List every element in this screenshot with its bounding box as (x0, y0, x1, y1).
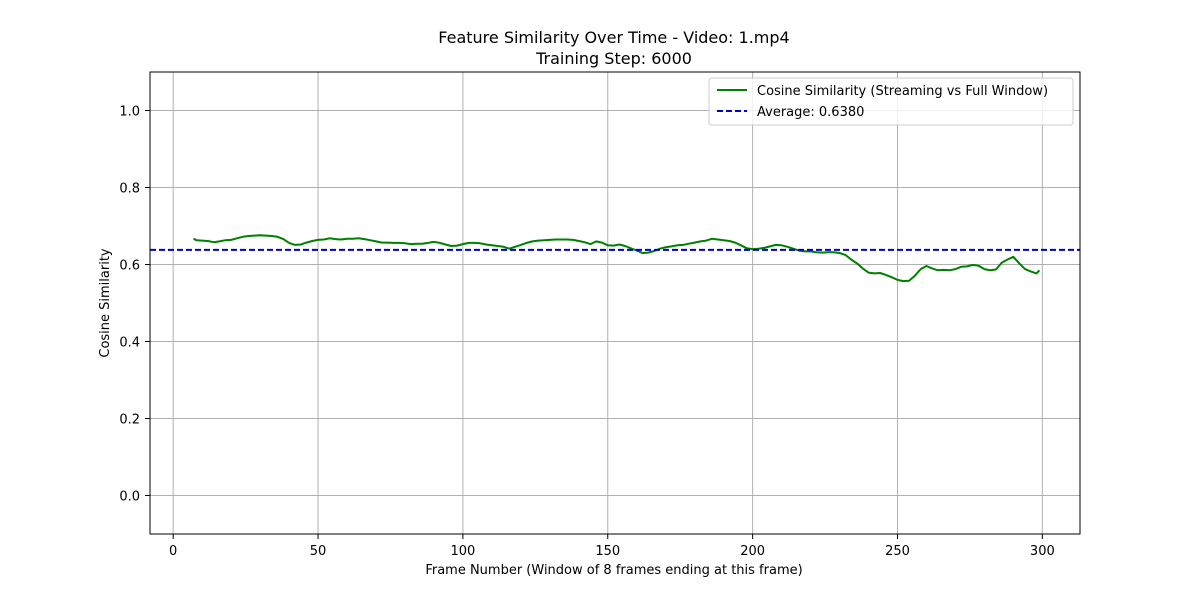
x-tick-label: 200 (740, 544, 765, 559)
x-tick-label: 0 (169, 544, 177, 559)
y-tick-label: 0.6 (119, 259, 140, 274)
y-axis-label: Cosine Similarity (98, 248, 113, 358)
legend-box (708, 77, 1074, 126)
series-layer (150, 234, 1080, 283)
grid (150, 72, 1080, 534)
legend-label-similarity: Cosine Similarity (Streaming vs Full Win… (757, 84, 1048, 99)
y-tick-label: 1.0 (119, 105, 140, 120)
x-tick-label: 100 (450, 544, 475, 559)
similarity-line (193, 234, 1041, 283)
ticks: 0 50 100 150 200 250 300 0.0 0.2 0.4 0.6 0.8 1.0 (119, 105, 1054, 560)
x-tick-label: 150 (595, 544, 620, 559)
chart-subtitle: Training Step: 6000 (535, 49, 692, 68)
y-tick-label: 0.2 (119, 413, 140, 428)
plot-frame (149, 71, 1081, 535)
x-tick-label: 250 (885, 544, 910, 559)
chart-title: Feature Similarity Over Time - Video: 1.… (438, 28, 789, 47)
y-tick-label: 0.0 (119, 490, 140, 505)
x-tick-label: 300 (1030, 544, 1055, 559)
legend: Cosine Similarity (Streaming vs Full Win… (708, 77, 1074, 126)
x-axis-label: Frame Number (Window of 8 frames ending … (425, 563, 802, 578)
x-tick-label: 50 (310, 544, 327, 559)
y-tick-label: 0.8 (119, 182, 140, 197)
y-tick-label: 0.4 (119, 336, 140, 351)
legend-label-average: Average: 0.6380 (757, 105, 864, 120)
